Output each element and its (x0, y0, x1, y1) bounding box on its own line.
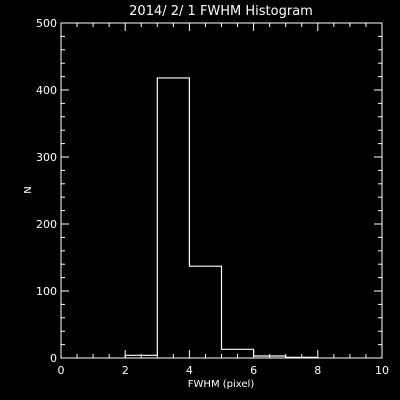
y-tick-label: 0 (50, 352, 57, 365)
histogram-outline (124, 77, 319, 358)
y-tick-label: 300 (36, 151, 57, 164)
x-tick-label: 10 (375, 364, 389, 377)
x-tick-label: 6 (250, 364, 257, 377)
y-tick-label: 400 (36, 84, 57, 97)
chart-title: 2014/ 2/ 1 FWHM Histogram (129, 4, 313, 19)
y-tick-label: 100 (36, 285, 57, 298)
x-tick-label: 8 (314, 364, 321, 377)
y-tick-label: 200 (36, 218, 57, 231)
x-tick-label: 2 (122, 364, 129, 377)
y-axis-label: N (23, 186, 34, 193)
x-axis-label: FWHM (pixel) (188, 379, 255, 390)
plot-frame (60, 22, 383, 359)
y-tick-label: 500 (36, 17, 57, 30)
x-tick-label: 0 (58, 364, 65, 377)
x-tick-label: 4 (186, 364, 193, 377)
